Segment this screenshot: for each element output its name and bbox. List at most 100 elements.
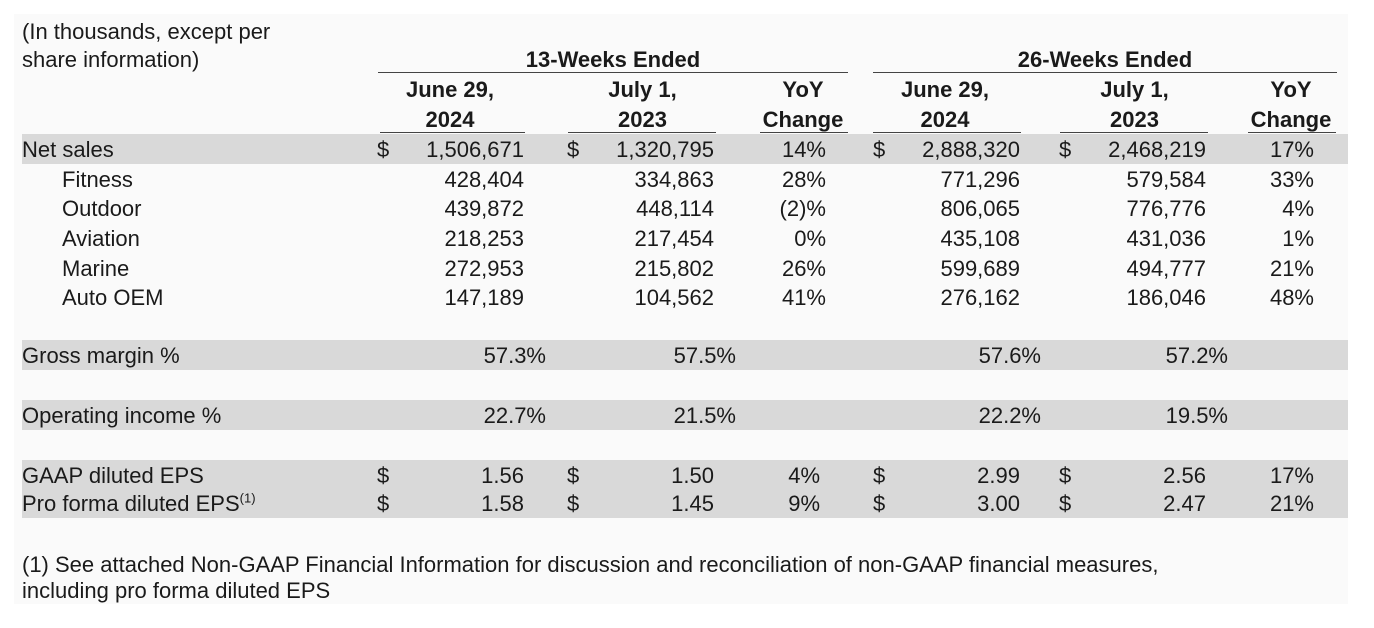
gaap-eps-26w-yoy: 17% — [1269, 463, 1314, 488]
aviation-26w-yoy: 1% — [1282, 226, 1314, 251]
row-label-pro-forma-eps: Pro forma diluted EPS(1) — [22, 490, 256, 518]
outdoor-26w-2024: 806,065 — [940, 196, 1020, 221]
fitness-26w-2023: 579,584 — [1126, 167, 1206, 192]
outdoor-26w-yoy: 4% — [1282, 196, 1314, 221]
net-sales-26w-yoy: 17% — [1269, 137, 1314, 162]
fitness-13w-2023: 334,863 — [634, 167, 714, 192]
net-sales-26w-2024: 2,888,320 — [922, 137, 1020, 162]
col-rule-13w-2023 — [568, 132, 716, 133]
auto-oem-26w-2024: 276,162 — [940, 285, 1020, 310]
aviation-13w-2023: 217,454 — [634, 226, 714, 251]
units-note-line1: (In thousands, except per — [22, 19, 271, 44]
marine-26w-yoy: 21% — [1269, 256, 1314, 281]
col-header-26w-2023-l2: 2023 — [1110, 107, 1159, 132]
currency-sign: $ — [567, 491, 580, 516]
gross-margin-26w-2023: 57.2% — [1165, 343, 1228, 368]
gaap-eps-13w-2024: 1.56 — [481, 463, 524, 488]
currency-sign: $ — [873, 463, 886, 488]
auto-oem-13w-yoy: 41% — [781, 285, 826, 310]
group-rule-13-weeks — [378, 72, 848, 73]
col-rule-26w-yoy — [1248, 132, 1336, 133]
currency-sign: $ — [1059, 491, 1072, 516]
gross-margin-band — [22, 340, 1348, 370]
pro-forma-eps-26w-yoy: 21% — [1269, 491, 1314, 516]
currency-sign: $ — [377, 463, 390, 488]
operating-income-band — [22, 400, 1348, 430]
currency-sign: $ — [1059, 463, 1072, 488]
gross-margin-26w-2024: 57.6% — [978, 343, 1041, 368]
row-label-aviation: Aviation — [62, 226, 140, 251]
operating-income-13w-2024: 22.7% — [483, 403, 546, 428]
aviation-13w-yoy: 0% — [794, 226, 826, 251]
col-rule-13w-yoy — [760, 132, 848, 133]
row-label-fitness: Fitness — [62, 167, 133, 192]
footnote-line2: including pro forma diluted EPS — [22, 578, 331, 603]
col-header-26w-2024-l2: 2024 — [920, 107, 970, 132]
gaap-eps-13w-yoy: 4% — [788, 463, 820, 488]
fitness-26w-yoy: 33% — [1269, 167, 1314, 192]
currency-sign: $ — [377, 137, 390, 162]
marine-26w-2024: 599,689 — [940, 256, 1020, 281]
footnote-line1: (1) See attached Non-GAAP Financial Info… — [22, 552, 1159, 577]
col-header-26w-yoy-l1: YoY — [1270, 77, 1312, 102]
fitness-13w-yoy: 28% — [781, 167, 826, 192]
currency-sign: $ — [873, 491, 886, 516]
auto-oem-26w-2023: 186,046 — [1126, 285, 1206, 310]
fitness-26w-2024: 771,296 — [940, 167, 1020, 192]
gaap-eps-26w-2023: 2.56 — [1163, 463, 1206, 488]
gross-margin-13w-2023: 57.5% — [673, 343, 736, 368]
operating-income-26w-2023: 19.5% — [1165, 403, 1228, 428]
col-rule-26w-2024 — [873, 132, 1021, 133]
pro-forma-eps-label-text: Pro forma diluted EPS — [22, 491, 240, 516]
row-label-outdoor: Outdoor — [62, 196, 142, 221]
marine-13w-yoy: 26% — [781, 256, 826, 281]
outdoor-13w-2024: 439,872 — [444, 196, 524, 221]
fitness-13w-2024: 428,404 — [444, 167, 524, 192]
net-sales-13w-2023: 1,320,795 — [616, 137, 714, 162]
col-header-13w-2023-l1: July 1, — [608, 77, 677, 102]
auto-oem-13w-2024: 147,189 — [444, 285, 524, 310]
outdoor-13w-yoy: (2)% — [779, 196, 826, 221]
col-header-13w-2024-l1: June 29, — [405, 77, 495, 102]
col-header-26w-2023-l1: July 1, — [1100, 77, 1169, 102]
col-header-26w-yoy-l2: Change — [1250, 107, 1332, 132]
col-rule-26w-2023 — [1060, 132, 1208, 133]
col-rule-13w-2024 — [380, 132, 525, 133]
pro-forma-eps-26w-2023: 2.47 — [1163, 491, 1206, 516]
marine-13w-2023: 215,802 — [634, 256, 714, 281]
units-note-line2: share information) — [22, 47, 200, 72]
aviation-26w-2024: 435,108 — [940, 226, 1020, 251]
marine-13w-2024: 272,953 — [444, 256, 524, 281]
marine-26w-2023: 494,777 — [1126, 256, 1206, 281]
col-header-26w-2024-l1: June 29, — [900, 77, 990, 102]
pro-forma-eps-13w-yoy: 9% — [788, 491, 820, 516]
net-sales-26w-2023: 2,468,219 — [1108, 137, 1206, 162]
row-label-operating-income: Operating income % — [22, 403, 222, 428]
gross-margin-13w-2024: 57.3% — [483, 343, 546, 368]
col-header-13w-2023-l2: 2023 — [618, 107, 667, 132]
net-sales-13w-2024: 1,506,671 — [426, 137, 524, 162]
auto-oem-26w-yoy: 48% — [1269, 285, 1314, 310]
outdoor-26w-2023: 776,776 — [1126, 196, 1206, 221]
col-header-13w-yoy-l2: Change — [762, 107, 844, 132]
row-label-net-sales: Net sales — [22, 137, 114, 162]
currency-sign: $ — [1059, 137, 1072, 162]
gaap-eps-26w-2024: 2.99 — [977, 463, 1020, 488]
row-label-marine: Marine — [62, 256, 130, 281]
currency-sign: $ — [567, 463, 580, 488]
currency-sign: $ — [873, 137, 886, 162]
group-header-13-weeks: 13-Weeks Ended — [525, 47, 701, 72]
auto-oem-13w-2023: 104,562 — [634, 285, 714, 310]
operating-income-26w-2024: 22.2% — [978, 403, 1041, 428]
col-header-13w-2024-l2: 2024 — [425, 107, 475, 132]
footnote-marker: (1) — [239, 490, 256, 506]
eps-band — [22, 460, 1348, 518]
group-rule-26-weeks — [873, 72, 1337, 73]
aviation-26w-2023: 431,036 — [1126, 226, 1206, 251]
group-header-26-weeks: 26-Weeks Ended — [1017, 47, 1193, 72]
net-sales-13w-yoy: 14% — [781, 137, 826, 162]
row-label-gaap-eps: GAAP diluted EPS — [22, 463, 204, 488]
currency-sign: $ — [567, 137, 580, 162]
pro-forma-eps-13w-2023: 1.45 — [671, 491, 714, 516]
currency-sign: $ — [377, 491, 390, 516]
